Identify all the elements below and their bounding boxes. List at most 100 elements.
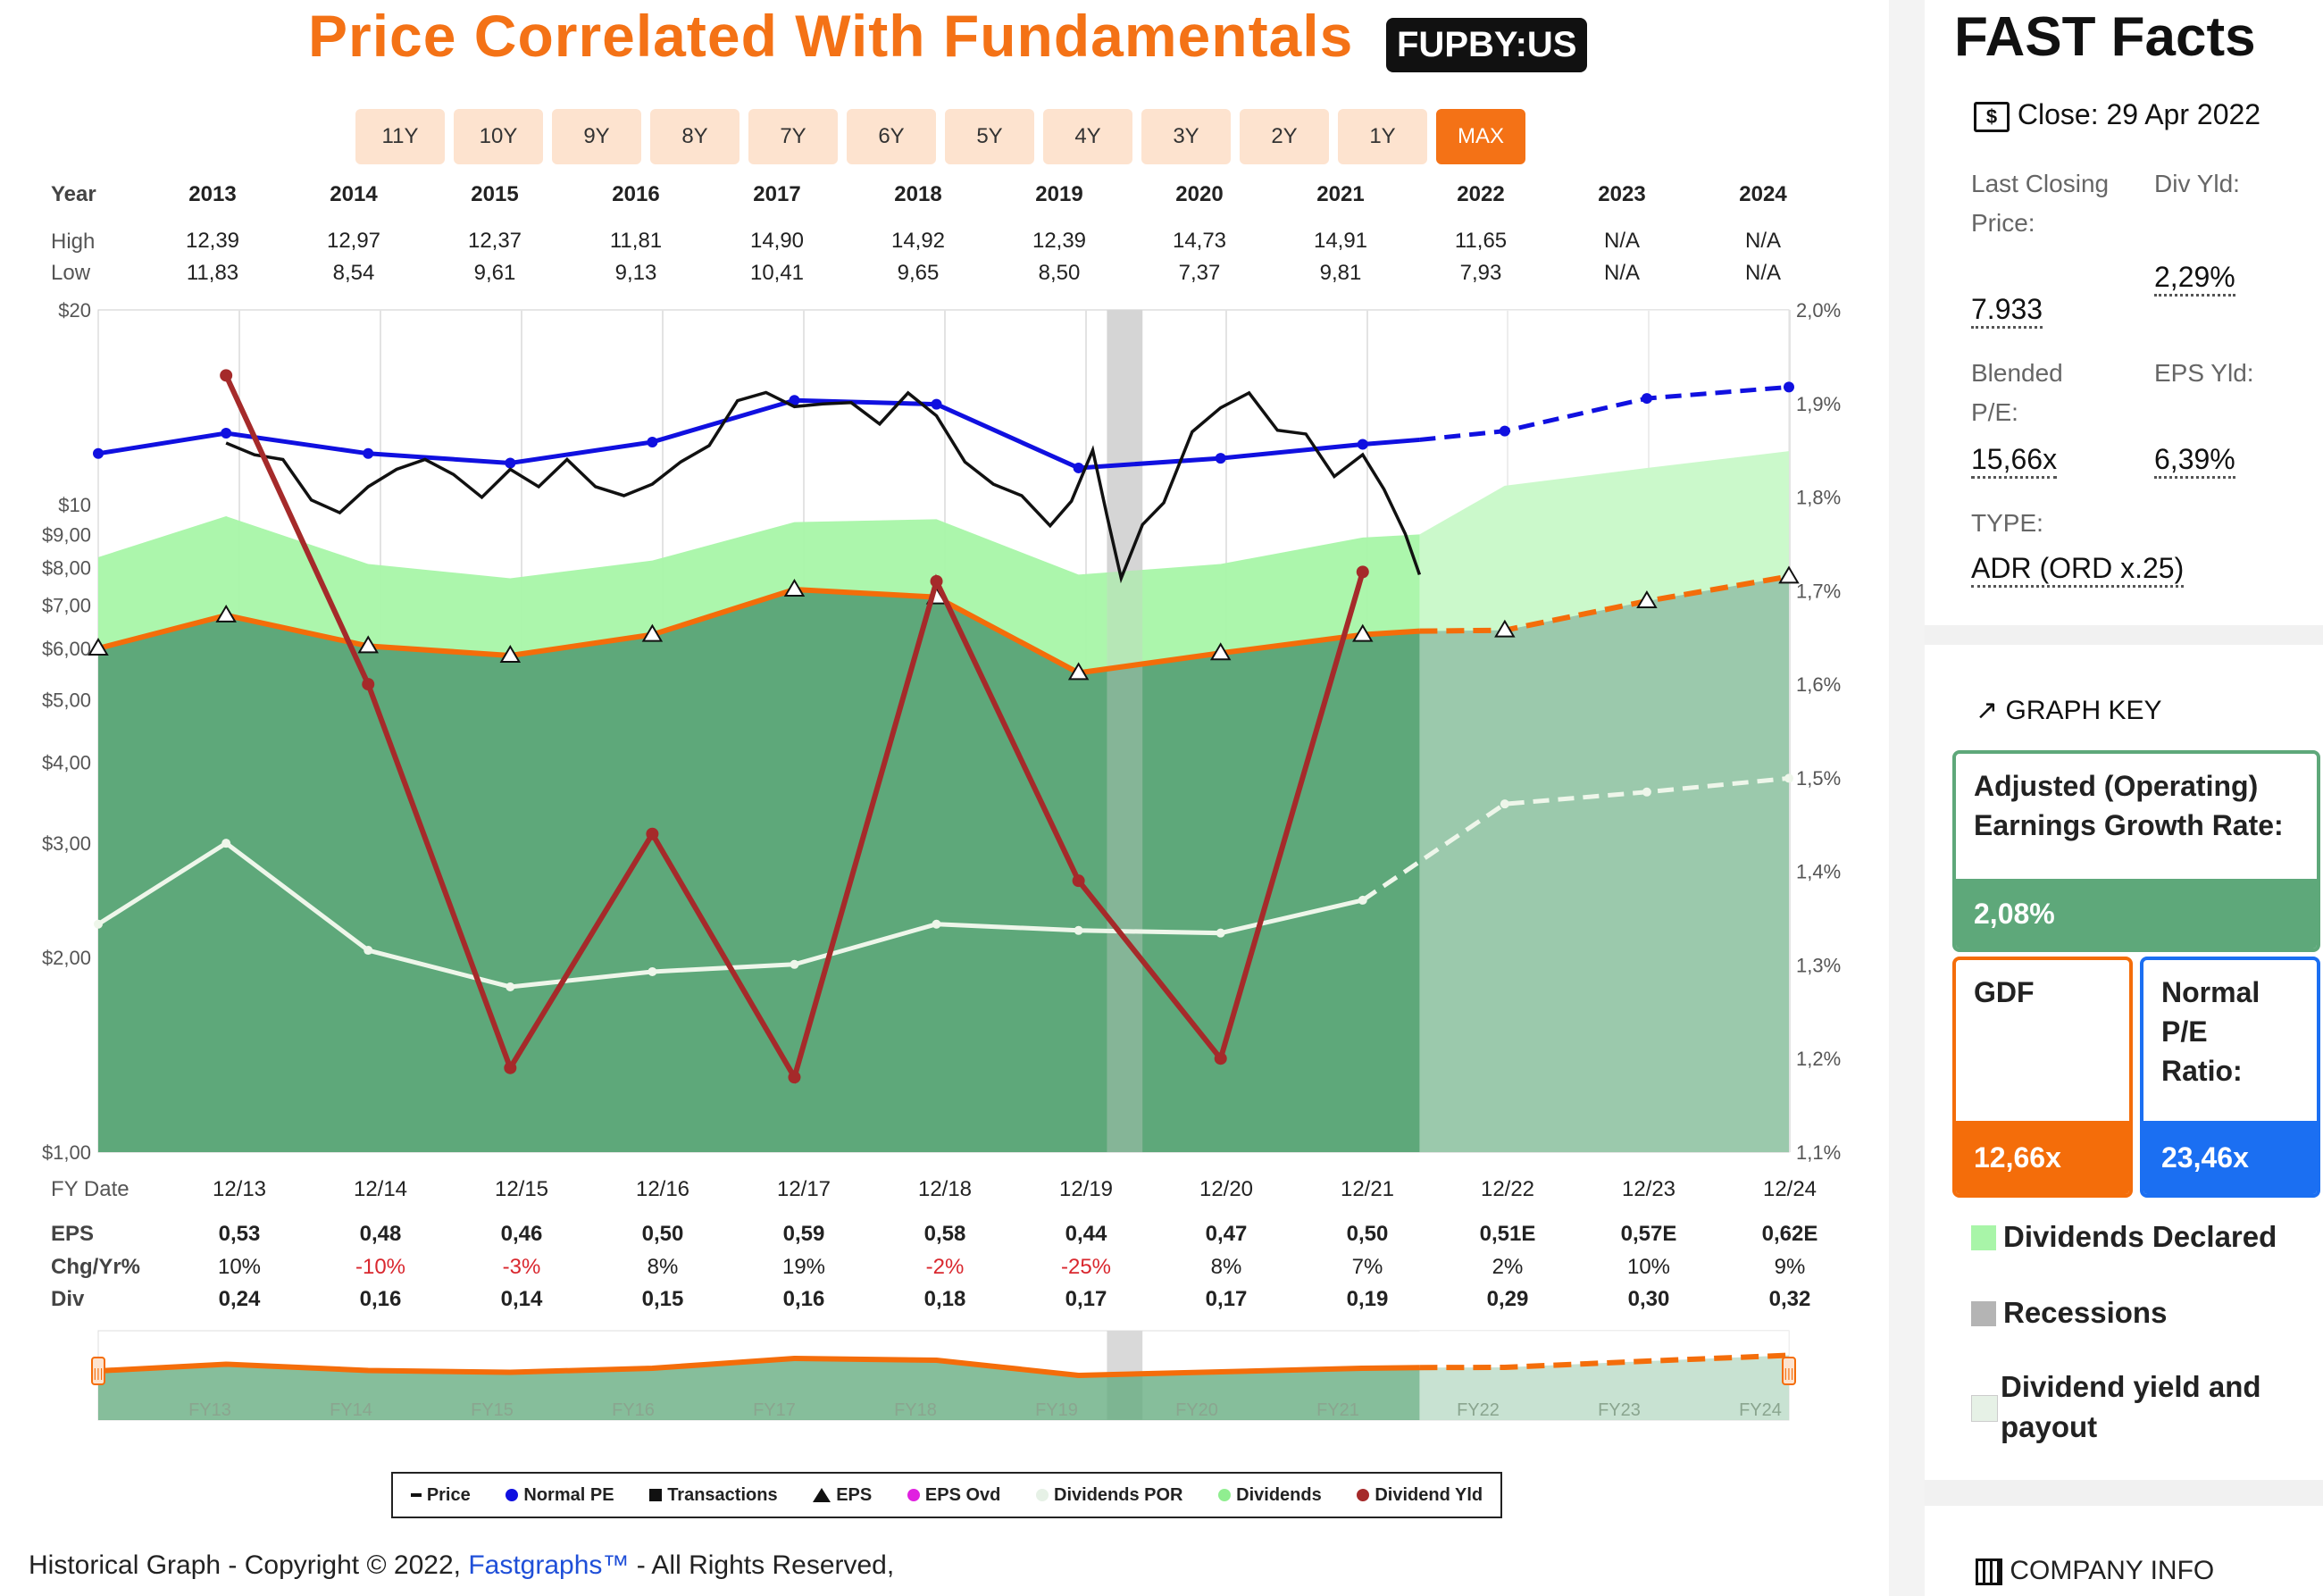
type-value[interactable]: ADR (ORD x.25) [1971, 552, 2185, 588]
range-button-10y[interactable]: 10Y [454, 109, 543, 164]
eps-marker [1209, 642, 1232, 661]
range-button-7y[interactable]: 7Y [748, 109, 838, 164]
footer-prefix: Historical Graph - Copyright © 2022, [29, 1550, 461, 1580]
range-button-8y[interactable]: 8Y [650, 109, 740, 164]
eps-cell: 0,62E [1761, 1222, 1818, 1246]
recession-overlay [1107, 310, 1143, 1152]
dividends-por-point [1784, 773, 1793, 783]
fy-date-cell: 12/17 [776, 1177, 831, 1201]
normal-pe-estimate [1419, 384, 1790, 442]
eps-yld-label: EPS Yld: [2154, 359, 2254, 387]
legend-item-eps-ovd[interactable]: EPS Ovd [907, 1485, 1000, 1506]
high-cell: N/A [1603, 229, 1640, 253]
last-price-value[interactable]: 7.933 [1971, 293, 2043, 329]
price-line [225, 390, 1422, 584]
dividend-yield-point [1356, 565, 1369, 579]
chg-cell: -25% [1060, 1255, 1112, 1279]
range-button-2y[interactable]: 2Y [1240, 109, 1329, 164]
range-button-1y[interactable]: 1Y [1338, 109, 1427, 164]
left-axis-tick: $20 [58, 299, 91, 322]
range-button-11y[interactable]: 11Y [355, 109, 445, 164]
dividends-por-estimate [1361, 775, 1790, 902]
fy-date-cell: 12/15 [494, 1177, 549, 1201]
fy-date-cell: 12/24 [1762, 1177, 1817, 1201]
right-axis-tick: 1,1% [1796, 1141, 1841, 1164]
fy-date-cell: 12/22 [1480, 1177, 1535, 1201]
fy-date-label: FY Date [51, 1177, 130, 1201]
growth-rate-box: Adjusted (Operating) Earnings Growth Rat… [1952, 750, 2320, 952]
legend-item-dividends[interactable]: Dividends [1218, 1485, 1322, 1506]
normal-pe-point [363, 447, 374, 459]
range-button-6y[interactable]: 6Y [847, 109, 936, 164]
year-cell: 2021 [1316, 182, 1365, 206]
dividends-por-point [221, 839, 231, 848]
dividend-yield-point [504, 1061, 517, 1074]
right-axis-tick: 1,7% [1796, 580, 1841, 602]
eps-label: EPS [51, 1222, 95, 1246]
legend-item-eps[interactable]: EPS [813, 1485, 872, 1506]
chart-legend: Price Normal PE Transactions EPS EPS Ovd Divi… [391, 1472, 1502, 1518]
graph-key-title: ↗ GRAPH KEY [1976, 695, 2162, 726]
chart-title: Price Correlated With Fundamentals [308, 3, 1354, 69]
right-axis-tick: 2,0% [1796, 299, 1841, 322]
legend-marker-triangle [813, 1488, 831, 1502]
company-info-title[interactable]: COMPANY INFO [1976, 1550, 2214, 1591]
legend-label: Dividends POR [1054, 1484, 1183, 1505]
div-cell: 0,19 [1346, 1287, 1389, 1311]
range-button-max[interactable]: MAX [1436, 109, 1525, 164]
legend-item-transactions[interactable]: Transactions [649, 1485, 778, 1506]
eps-yld-value[interactable]: 6,39% [2154, 443, 2235, 479]
fy-date-cell: 12/18 [917, 1177, 973, 1201]
fy-date-cell: 12/20 [1199, 1177, 1254, 1201]
range-button-5y[interactable]: 5Y [945, 109, 1034, 164]
legend-item-price[interactable]: Price [410, 1484, 471, 1506]
left-axis-tick: $2,00 [42, 947, 91, 969]
fy-date-cell: 12/21 [1340, 1177, 1395, 1201]
normal-pe-point [1784, 381, 1794, 393]
div-label: Div [51, 1287, 85, 1311]
normal-pe-point [1357, 439, 1368, 450]
legend-marker-dot [1357, 1489, 1370, 1501]
dividends-por-point [1642, 787, 1651, 797]
year-cell: 2019 [1035, 182, 1083, 206]
div-cell: 0,14 [500, 1287, 543, 1311]
left-axis-tick: $9,00 [42, 523, 91, 546]
dividend-yield-point [930, 574, 943, 588]
high-cell: 12,39 [1032, 229, 1087, 253]
year-cell: 2013 [188, 182, 237, 206]
legend-label: Price [426, 1484, 471, 1505]
normal-pe-value: 23,46x [2143, 1121, 2317, 1194]
range-button-3y[interactable]: 3Y [1141, 109, 1231, 164]
div-cell: 0,30 [1627, 1287, 1670, 1311]
legend-item-dividend-yld[interactable]: Dividend Yld [1357, 1485, 1483, 1506]
div-yld-value[interactable]: 2,29% [2154, 261, 2235, 297]
fastgraphs-link[interactable]: Fastgraphs™ [468, 1550, 630, 1580]
div-cell: 0,29 [1486, 1287, 1529, 1311]
legend-item-normal-pe[interactable]: Normal PE [506, 1485, 614, 1506]
year-cell: 2014 [330, 182, 378, 206]
low-cell: 9,61 [473, 261, 516, 285]
eps-cell: 0,59 [782, 1222, 825, 1246]
gutter [1889, 0, 1925, 1596]
company-info-text: COMPANY INFO [2010, 1556, 2215, 1585]
close-date: $ Close: 29 Apr 2022 [1974, 98, 2260, 132]
type-label: TYPE: [1971, 509, 2043, 537]
range-button-4y[interactable]: 4Y [1043, 109, 1132, 164]
legend-item-dividends-por[interactable]: Dividends POR [1036, 1484, 1183, 1506]
legend-label: EPS Ovd [924, 1484, 1001, 1505]
high-cell: 12,97 [326, 229, 381, 253]
range-button-9y[interactable]: 9Y [552, 109, 641, 164]
dividends-por-point [1074, 925, 1083, 935]
gdf-label: GDF [1974, 976, 2035, 1008]
fy-date-cell: 12/19 [1058, 1177, 1114, 1201]
trend-line-icon: ↗ [1976, 696, 1999, 725]
footer-suffix: - All Rights Reserved, [636, 1550, 895, 1580]
legend-marker-dash [410, 1493, 422, 1497]
year-cell: 2018 [894, 182, 942, 206]
chg-cell: -3% [502, 1255, 541, 1279]
div-cell: 0,17 [1205, 1287, 1248, 1311]
blended-pe-value[interactable]: 15,66x [1971, 443, 2058, 479]
legend-label: EPS [836, 1484, 873, 1505]
high-cell: 11,65 [1454, 229, 1508, 253]
high-cell: 14,73 [1172, 229, 1227, 253]
